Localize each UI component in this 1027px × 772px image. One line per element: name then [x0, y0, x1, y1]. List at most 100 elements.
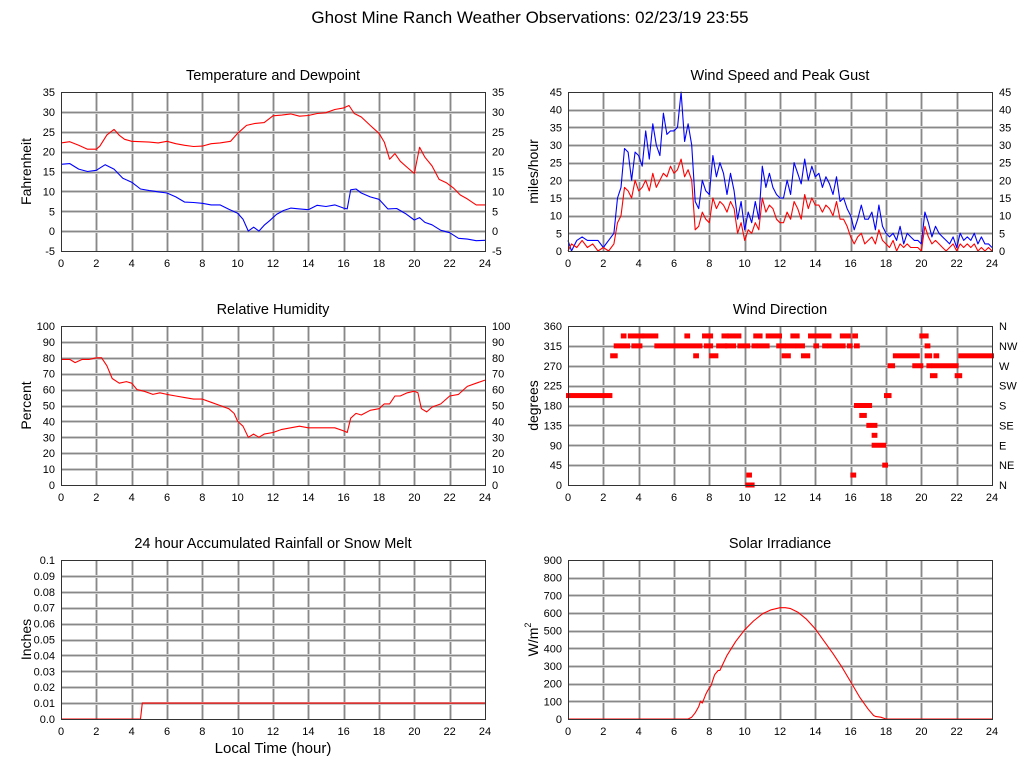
x-tick-label: 4: [636, 492, 642, 504]
x-tick-label: 4: [129, 258, 135, 270]
wind-direction-point: [853, 403, 866, 408]
x-tick-label: 18: [880, 258, 892, 270]
x-tick-label: 14: [809, 258, 821, 270]
wind-direction-point: [924, 343, 931, 349]
wind-direction-point: [850, 472, 857, 478]
y-tick-label: 600: [544, 608, 562, 620]
wind-direction-y-axis-label: degrees: [525, 380, 541, 431]
wind-direction-point: [954, 373, 963, 379]
wind-direction-point: [853, 343, 860, 349]
y-tick-label: 100: [37, 321, 55, 333]
y-tick-label: 0: [556, 480, 562, 492]
x-tick-label: 14: [302, 726, 314, 738]
wind-direction-point: [919, 333, 929, 339]
right-y-tick-label: 50: [492, 401, 504, 413]
wind-direction-point: [822, 343, 828, 349]
x-tick-label: 10: [739, 492, 751, 504]
temperature-y-axis-label: Fahrenheit: [18, 138, 34, 205]
y-tick-label: 45: [550, 87, 562, 99]
x-tick-label: 22: [444, 492, 456, 504]
x-tick-label: 20: [915, 492, 927, 504]
wind-speed-plot-frame: [568, 92, 993, 252]
x-tick-label: 22: [951, 492, 963, 504]
wind-direction-point: [566, 393, 613, 399]
right-y-tick-label: 35: [999, 122, 1011, 134]
right-y-tick-label: SE: [999, 420, 1014, 432]
right-y-tick-label: -5: [492, 246, 502, 258]
right-y-tick-label: 15: [492, 167, 504, 179]
x-tick-label: 24: [986, 258, 998, 270]
right-y-tick-label: 70: [492, 369, 504, 381]
wind-direction-point: [721, 333, 729, 339]
x-tick-label: 8: [706, 492, 712, 504]
right-y-tick-label: 20: [492, 448, 504, 460]
wind-direction-point: [684, 333, 691, 339]
right-y-tick-label: NW: [999, 341, 1018, 353]
y-tick-label: 35: [43, 87, 55, 99]
wind-direction-point: [871, 442, 887, 448]
wind-direction-point: [800, 353, 811, 359]
wind-direction-point: [887, 363, 896, 369]
x-tick-label: 6: [164, 492, 170, 504]
wind-direction-point: [627, 333, 645, 339]
wind-direction-point: [751, 343, 758, 349]
x-tick-label: 6: [164, 726, 170, 738]
y-tick-label: 10: [43, 186, 55, 198]
y-tick-label: 10: [43, 464, 55, 476]
y-tick-label: 35: [550, 122, 562, 134]
right-y-tick-label: S: [999, 401, 1006, 413]
wind-direction-point: [702, 333, 710, 339]
wind-direction-point: [620, 333, 627, 339]
y-tick-label: 0.01: [34, 698, 55, 710]
x-tick-label: 0: [58, 492, 64, 504]
humidity-series-relative-humidity: [61, 357, 486, 438]
wind-direction-point: [641, 333, 659, 339]
x-tick-label: 24: [479, 492, 491, 504]
x-tick-label: 18: [373, 726, 385, 738]
y-tick-label: 315: [544, 341, 562, 353]
y-tick-label: 225: [544, 381, 562, 393]
y-tick-label: 45: [550, 460, 562, 472]
x-tick-label: 18: [373, 492, 385, 504]
wind-direction-point: [746, 472, 752, 478]
y-tick-label: 40: [43, 416, 55, 428]
wind-direction-point: [776, 343, 786, 349]
x-tick-label: 8: [199, 726, 205, 738]
temperature-title: Temperature and Dewpoint: [186, 68, 360, 84]
y-tick-label: 180: [544, 401, 562, 413]
x-tick-label: 20: [408, 726, 420, 738]
x-tick-label: 2: [93, 492, 99, 504]
y-tick-label: 270: [544, 361, 562, 373]
wind-direction-point: [709, 353, 719, 359]
x-tick-label: 24: [479, 258, 491, 270]
y-tick-label: 0: [556, 714, 562, 726]
wind-direction-point: [892, 353, 920, 359]
x-tick-label: 14: [302, 492, 314, 504]
wind-direction-point: [795, 343, 805, 349]
x-tick-label: 4: [636, 726, 642, 738]
y-tick-label: 80: [43, 353, 55, 365]
y-tick-label: 90: [550, 440, 562, 452]
y-tick-label: 20: [550, 175, 562, 187]
y-tick-label: 0.04: [34, 650, 55, 662]
y-tick-label: 200: [544, 679, 562, 691]
y-tick-label: 400: [544, 643, 562, 655]
wind-direction-point: [884, 393, 892, 399]
right-y-tick-label: 10: [492, 464, 504, 476]
wind-direction-point: [929, 373, 938, 379]
y-tick-label: 0.1: [40, 555, 55, 567]
wind-direction-point: [631, 343, 643, 349]
x-tick-label: 2: [93, 258, 99, 270]
right-y-tick-label: 10: [999, 211, 1011, 223]
y-tick-label: 15: [43, 167, 55, 179]
x-tick-label: 2: [600, 726, 606, 738]
right-y-tick-label: 25: [492, 127, 504, 139]
y-tick-label: 0.07: [34, 603, 55, 615]
x-tick-label: 12: [267, 258, 279, 270]
y-tick-label: 25: [550, 158, 562, 170]
wind-direction-point: [610, 353, 618, 359]
y-tick-label: 70: [43, 369, 55, 381]
